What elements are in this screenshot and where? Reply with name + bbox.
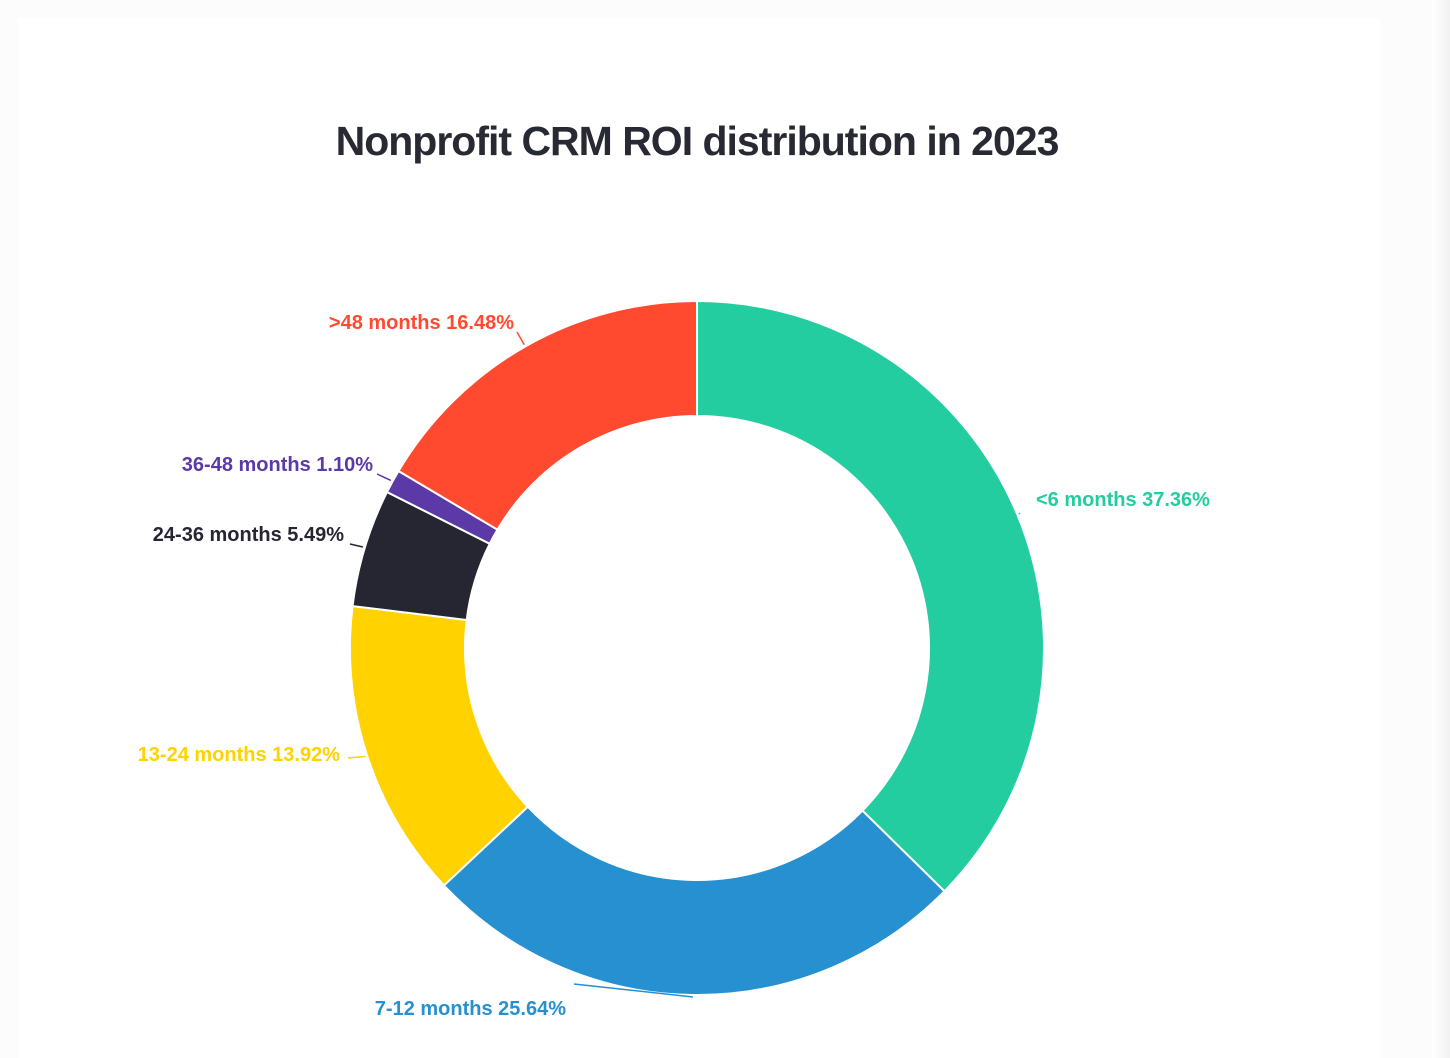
donut-slice-1[interactable] [442, 805, 946, 996]
slice-label-3: 24-36 months 5.49% [153, 524, 344, 546]
slice-label-1: 7-12 months 25.64% [375, 998, 566, 1020]
slice-labels: <6 months 37.36% 7-12 months 25.64% 13-24 … [138, 312, 1211, 1020]
page-edge-shadow [1432, 0, 1450, 1058]
leader-line-3 [349, 543, 364, 548]
leader-line-2 [347, 755, 366, 759]
leader-line-5 [516, 331, 525, 346]
donut-slice-5[interactable] [397, 299, 698, 532]
chart-title: Nonprofit CRM ROI distribution in 2023 [335, 118, 1060, 164]
leader-line-0 [1018, 512, 1021, 515]
label-leader-lines [347, 331, 1021, 998]
slice-label-2: 13-24 months 13.92% [138, 744, 341, 766]
leader-line-4 [376, 473, 392, 482]
donut-slices [349, 299, 1045, 996]
slice-label-5: >48 months 16.48% [329, 312, 514, 334]
leader-line-1 [573, 983, 694, 998]
slice-label-4: 36-48 months 1.10% [182, 454, 373, 476]
slice-label-0: <6 months 37.36% [1036, 489, 1210, 511]
donut-slice-0[interactable] [696, 299, 1045, 893]
